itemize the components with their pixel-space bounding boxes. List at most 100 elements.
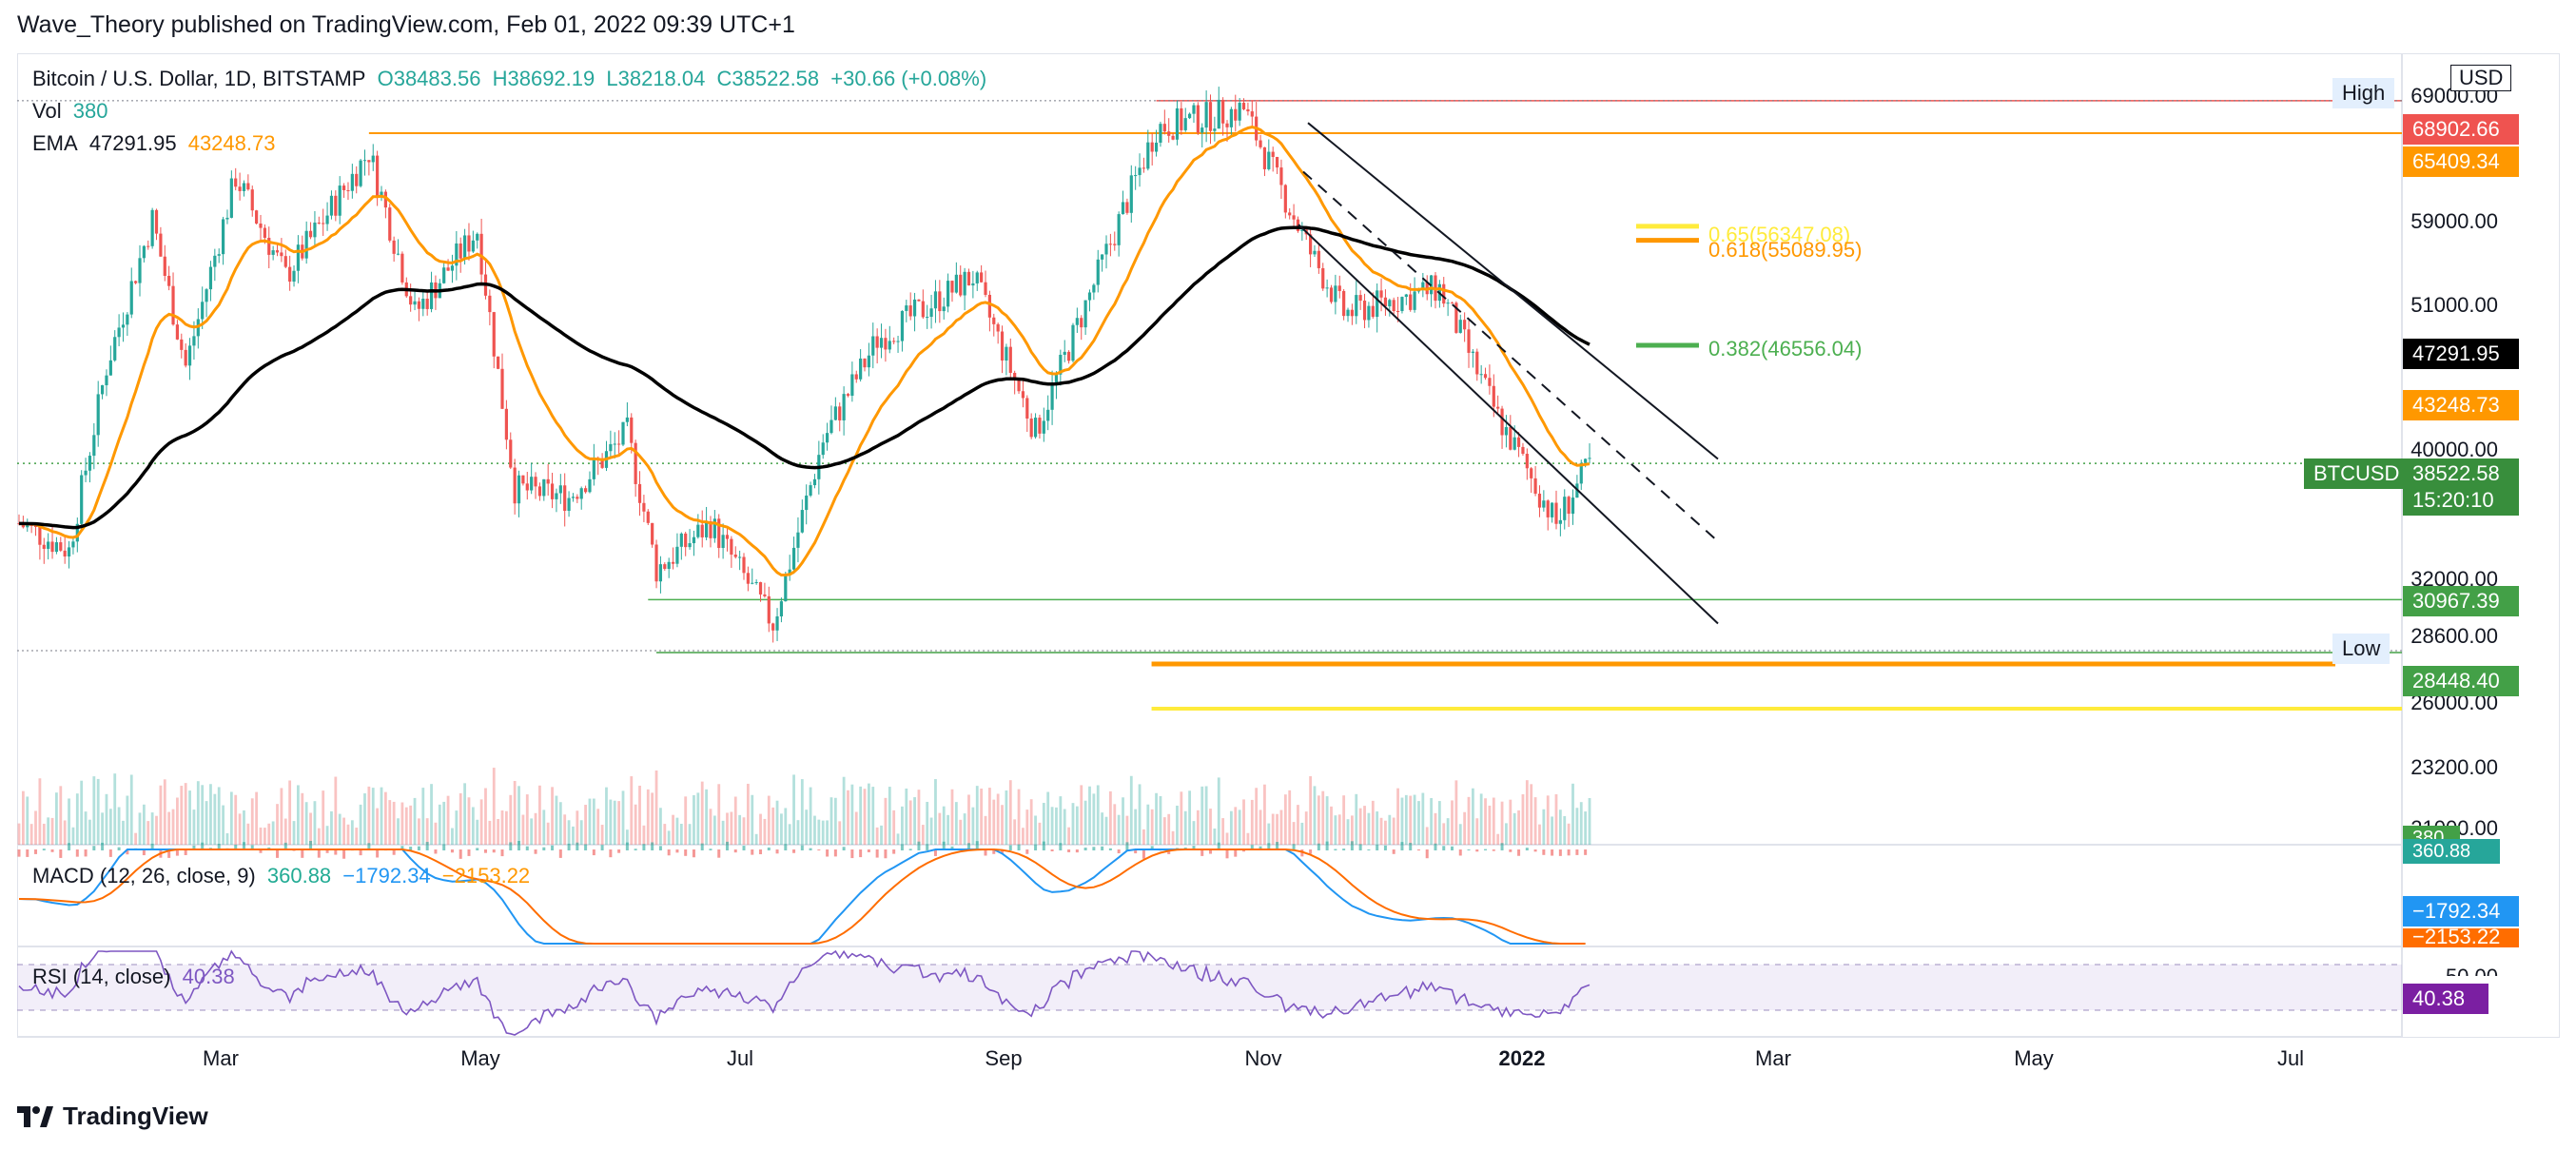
volume-bar xyxy=(829,797,833,845)
candle-body xyxy=(250,189,254,211)
volume-bar xyxy=(792,774,795,845)
macd-legend[interactable]: MACD (12, 26, close, 9) 360.88 −1792.34 … xyxy=(32,864,536,888)
macd-histogram-bar xyxy=(1092,847,1096,850)
candle-body xyxy=(1250,111,1254,117)
candle-body xyxy=(754,582,758,584)
volume-bar xyxy=(576,810,579,845)
macd-histogram-bar xyxy=(459,849,462,859)
candle-body xyxy=(917,299,921,302)
candle-body xyxy=(1329,287,1334,302)
volume-bar xyxy=(304,802,308,845)
volume-bar xyxy=(584,805,587,845)
candle-body xyxy=(1342,290,1346,317)
candle-body xyxy=(205,289,208,302)
volume-bar xyxy=(1442,823,1446,845)
volume-bar xyxy=(905,788,908,845)
macd-histogram-bar xyxy=(1367,849,1371,850)
ema-legend[interactable]: EMA 47291.95 43248.73 xyxy=(32,131,281,156)
volume-bar xyxy=(901,806,904,845)
volume-bar xyxy=(854,811,858,845)
candle-body xyxy=(905,305,908,311)
volume-bar xyxy=(942,806,946,845)
time-tick: May xyxy=(2014,1046,2054,1070)
volume-bar xyxy=(209,784,212,845)
volume-bar xyxy=(679,823,683,845)
volume-bar xyxy=(1392,817,1395,845)
volume-bar xyxy=(250,798,254,845)
candle-body xyxy=(92,435,96,457)
macd-histogram-bar xyxy=(1400,842,1404,850)
candle-body xyxy=(108,360,112,376)
macd-histogram-bar xyxy=(217,843,221,850)
candle-body xyxy=(884,338,888,350)
volume-bar xyxy=(1421,792,1425,845)
volume-bar xyxy=(709,809,712,845)
currency-button[interactable]: USD xyxy=(2450,65,2512,91)
rsi-legend[interactable]: RSI (14, close) 40.38 xyxy=(32,965,241,989)
volume-bar xyxy=(817,819,821,845)
ema-long-tag: 47291.95 xyxy=(2403,339,2519,369)
macd-histogram-bar xyxy=(1342,849,1346,850)
symbol-title: Bitcoin / U.S. Dollar, 1D, BITSTAMP xyxy=(32,67,366,90)
volume-bar xyxy=(1209,809,1212,845)
volume-bar xyxy=(80,780,84,845)
candle-body xyxy=(304,230,308,259)
candle-body xyxy=(929,308,933,318)
volume-bar xyxy=(1512,812,1516,845)
candle-body xyxy=(1196,105,1200,133)
time-tick: Mar xyxy=(1755,1046,1791,1070)
volume-bar xyxy=(134,832,138,845)
volume-bar xyxy=(1475,818,1479,845)
fib-382-label: 0.382(46556.04) xyxy=(1708,337,1863,361)
volume-bar xyxy=(780,813,783,845)
volume-bar xyxy=(1034,815,1037,845)
volume-bar xyxy=(1183,810,1187,845)
volume-bar xyxy=(950,789,954,845)
macd-histogram-bar xyxy=(1276,842,1279,850)
macd-histogram-bar xyxy=(642,844,646,850)
volume-bar xyxy=(513,780,517,845)
volume-bar xyxy=(759,813,762,845)
macd-histogram-bar xyxy=(1075,849,1079,853)
volume-bar xyxy=(634,804,637,845)
candle-body xyxy=(1367,305,1371,321)
candle-body xyxy=(1542,500,1546,508)
volume-bar xyxy=(1454,780,1458,845)
candle-body xyxy=(1275,156,1279,168)
candle-body xyxy=(704,521,709,537)
macd-histogram-bar xyxy=(425,842,429,850)
volume-legend[interactable]: Vol 380 xyxy=(32,99,113,124)
channel-lower-line xyxy=(1298,224,1719,625)
volume-bar xyxy=(1204,786,1208,845)
candle-body xyxy=(1546,500,1550,517)
volume-bar xyxy=(1521,793,1525,845)
volume-bar xyxy=(1242,799,1245,845)
candle-body xyxy=(417,301,421,309)
candle-body xyxy=(863,358,867,368)
candle-body xyxy=(1033,418,1038,438)
macd-histogram-bar xyxy=(675,849,679,853)
macd-histogram-bar xyxy=(117,847,121,850)
candle-body xyxy=(1558,519,1562,524)
candle-body xyxy=(1225,123,1229,127)
candle-body xyxy=(479,233,483,275)
macd-histogram-bar xyxy=(1259,846,1262,850)
volume-bar xyxy=(726,812,729,845)
symbol-legend[interactable]: Bitcoin / U.S. Dollar, 1D, BITSTAMP O384… xyxy=(32,67,992,91)
volume-bar xyxy=(171,809,175,845)
volume-bar xyxy=(1505,823,1508,845)
volume-bar xyxy=(805,810,809,845)
price-tick: 28600.00 xyxy=(2410,624,2498,648)
volume-bar xyxy=(1300,822,1304,845)
volume-bar xyxy=(663,824,667,845)
candle-body xyxy=(187,345,192,366)
candle-body xyxy=(1454,302,1458,333)
macd-histogram-bar xyxy=(684,849,688,856)
tradingview-logo[interactable]: TradingView xyxy=(17,1102,208,1131)
candle-body xyxy=(542,478,546,497)
volume-bar xyxy=(1234,807,1238,845)
candle-body xyxy=(1221,99,1225,124)
macd-histogram-bar xyxy=(892,849,896,854)
volume-bar xyxy=(959,819,963,845)
